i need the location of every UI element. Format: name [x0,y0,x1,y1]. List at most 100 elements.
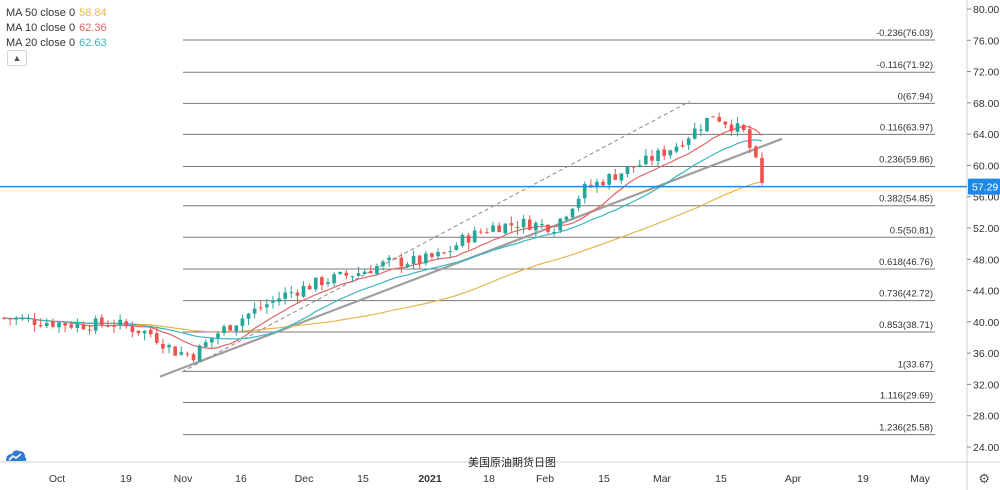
candle-body [521,218,526,228]
candle-body [637,165,642,167]
x-tick-label: Feb [536,473,554,485]
candle-body [362,271,367,274]
candle-body [252,308,257,314]
candle-body [411,255,416,264]
candle-body [142,330,147,334]
fib-level-label: 0.853(38.71) [879,320,933,331]
candle-body [497,225,501,233]
candle-body [283,292,288,299]
current-price-label: 57.29 [972,182,998,194]
y-tick-label: 40.00 [973,317,999,329]
candle-body [442,252,446,254]
candle-body [295,292,300,296]
candle-body [8,318,12,320]
candle-body [399,257,404,267]
candle-body [619,173,624,181]
candle-body [546,224,550,232]
candle-body [69,324,74,328]
y-tick-label: 44.00 [973,286,999,298]
candle-body [148,329,153,335]
candle-body [601,181,605,186]
ma20-legend-row: MA 20 close 0 62.63 [6,36,107,51]
candle-body [32,319,37,325]
candle-body [741,124,746,131]
candle-body [686,138,691,145]
fib-level-label: 0.736(42.72) [879,289,933,300]
candle-body [161,343,165,349]
ma10-value: 62.36 [79,22,107,34]
candle-body [454,245,459,251]
candle-body [228,325,233,331]
candle-body [570,208,575,218]
candle-body [375,266,379,274]
candle-body [51,321,55,327]
candle-body [644,155,648,165]
candle-body [210,338,214,343]
candle-body [430,253,434,258]
candle-body [472,230,477,243]
candle-body [265,304,269,308]
candle-body [258,307,263,309]
candle-body [692,128,697,139]
x-tick-label: 16 [235,473,247,485]
candle-body [234,325,239,332]
candle-body [717,116,722,122]
fib-level-label: -0.116(71.92) [877,60,933,71]
fib-level-label: -0.236(76.03) [876,28,933,39]
candle-body [338,271,343,274]
fib-level-label: 0.236(59.86) [879,155,933,166]
candle-body [650,156,654,161]
candle-body [729,124,734,132]
candle-body [747,129,752,148]
candle-body [711,116,715,118]
candle-body [625,166,630,174]
x-tick-label: Oct [49,473,65,485]
ma50-value: 58.84 [79,7,107,19]
trend-line-dashed [181,100,691,373]
candle-body [307,285,312,290]
candle-body [381,261,385,267]
ma10-label: MA 10 close 0 [6,22,76,34]
settings-gear-icon[interactable]: ⚙ [978,471,990,486]
candle-body [448,251,453,253]
candle-body [271,300,275,303]
x-tick-label: May [910,473,931,485]
candle-body [595,181,599,187]
ma20-label: MA 20 close 0 [6,37,76,49]
fib-level-label: 1.116(29.69) [880,390,933,401]
candle-body [179,352,184,355]
candle-body [344,272,349,276]
y-tick-label: 32.00 [973,379,999,391]
chart-title: 美国原油期货日图 [468,455,556,469]
candle-body [564,216,569,220]
candle-body [368,271,373,274]
ma-legend: MA 50 close 0 58.84 MA 10 close 0 62.36 … [6,6,107,51]
candle-body [106,325,110,327]
candle-body [173,346,177,356]
candle-body [313,277,318,290]
tradingview-logo-icon[interactable] [4,446,28,466]
candle-body [723,121,728,125]
collapse-legend-button[interactable]: ▲ [7,50,27,66]
y-tick-label: 24.00 [973,442,999,454]
candle-body [668,150,673,156]
candle-body [44,323,49,327]
candle-body [582,184,587,199]
candle-body [754,146,758,158]
y-tick-label: 72.00 [973,67,999,79]
fib-level-label: 0.618(46.76) [879,257,933,268]
candle-body [326,282,330,284]
candle-body [57,322,61,328]
candle-body [662,149,667,156]
candle-body [552,231,556,233]
candle-body [81,324,86,330]
x-tick-label: 2021 [418,473,442,485]
y-tick-label: 56.00 [973,192,999,204]
ma50-label: MA 50 close 0 [6,7,76,19]
fib-level-label: 1.236(25.58) [879,423,933,434]
candle-body [705,117,709,132]
x-tick-label: 15 [357,473,369,485]
x-tick-label: 15 [715,473,727,485]
fib-level-label: 0(67.94) [898,91,933,102]
